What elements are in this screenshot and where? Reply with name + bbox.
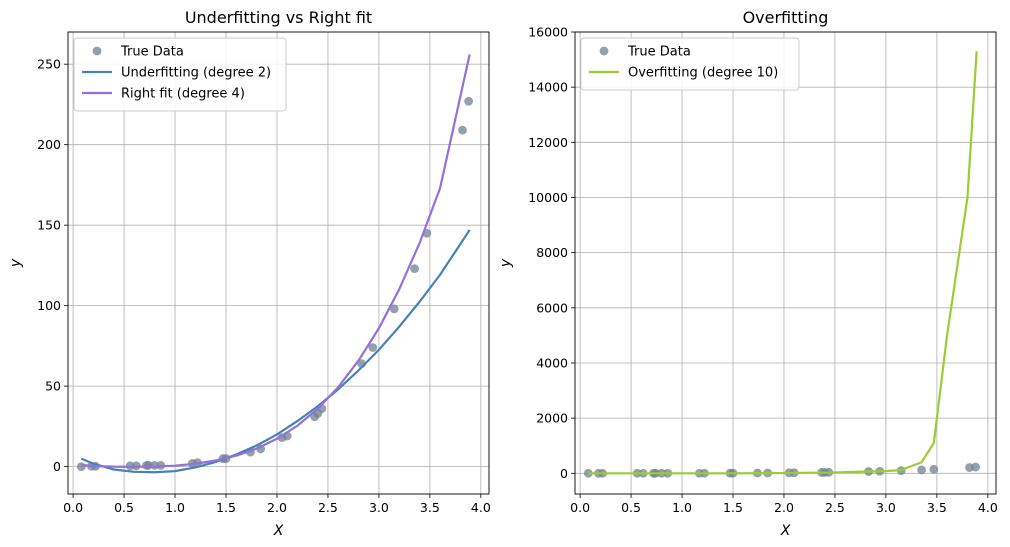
legend-marker-swatch — [599, 46, 609, 56]
x-tick-label: 3.5 — [420, 500, 440, 515]
y-tick-label: 6000 — [536, 300, 568, 315]
series-scatter — [76, 96, 474, 472]
y-tick-label: 250 — [37, 57, 61, 72]
series-line — [80, 229, 471, 474]
y-tick-label: 0 — [53, 459, 61, 474]
grid — [575, 31, 996, 494]
x-tick-label: 1.0 — [672, 500, 692, 515]
x-tick-label: 0.0 — [63, 500, 83, 515]
x-tick-label: 4.0 — [978, 500, 998, 515]
y-tick-label: 200 — [37, 137, 61, 152]
x-tick-label: 3.5 — [927, 500, 947, 515]
legend-box — [73, 37, 287, 112]
x-tick-label: 0.5 — [621, 500, 641, 515]
x-tick-label: 0.5 — [114, 500, 134, 515]
data-point — [464, 96, 474, 106]
legend-marker-swatch — [92, 46, 102, 56]
x-tick-label: 1.5 — [723, 500, 743, 515]
data-point — [458, 125, 467, 135]
series-scatter — [583, 462, 981, 478]
grid — [68, 32, 489, 494]
data-point — [76, 462, 86, 472]
y-tick-label: 100 — [37, 298, 61, 313]
x-tick-label: 2.0 — [267, 500, 287, 515]
legend: True Data Underfitting (degree 2) Right fi… — [73, 37, 287, 112]
series-line — [81, 54, 471, 468]
legend: True Data Overfitting (degree 10) — [580, 37, 800, 91]
y-tick-label: 8000 — [536, 245, 568, 260]
x-tick-label: 1.0 — [165, 500, 185, 515]
x-axis-title: X — [780, 523, 791, 539]
series-line — [81, 54, 471, 468]
y-tick-label: 2000 — [536, 411, 568, 426]
legend-label: Right fit (degree 4) — [121, 87, 245, 102]
legend-label: True Data — [627, 45, 691, 60]
y-tick-label: 16000 — [528, 25, 568, 40]
x-tick-label: 4.0 — [471, 500, 491, 515]
plot-underfitting-vs-right-fit: 0.0 0.5 1.0 1.5 2.0 2.5 3.0 3.5 4.0 0 50 100 150 200 2… — [8, 8, 491, 539]
y-tick-label: 50 — [45, 379, 61, 394]
legend-label: Overfitting (degree 10) — [628, 66, 778, 81]
y-tick-label: 12000 — [528, 135, 568, 150]
x-tick-label: 2.0 — [774, 500, 794, 515]
data-point — [929, 464, 939, 474]
x-tick-label: 3.0 — [369, 500, 389, 515]
data-point — [971, 462, 981, 472]
y-axis-title: y — [498, 258, 514, 268]
x-tick-label: 2.5 — [318, 500, 338, 515]
x-tick-label: 3.0 — [876, 500, 896, 515]
x-axis-title: X — [273, 523, 284, 539]
data-point — [410, 264, 419, 274]
x-tick-label: 2.5 — [825, 500, 845, 515]
legend-label: Underfitting (degree 2) — [121, 66, 271, 81]
data-point — [917, 465, 926, 475]
y-tick-label: 4000 — [536, 355, 568, 370]
data-point — [389, 304, 399, 314]
axes-frame — [67, 31, 490, 495]
series-line — [588, 51, 978, 475]
y-axis-title: y — [8, 258, 24, 268]
x-tick-label: 1.5 — [216, 500, 236, 515]
plot-overfitting: 0.0 0.5 1.0 1.5 2.0 2.5 3.0 3.5 4.0 0 2000 4000 6000… — [498, 8, 998, 539]
chart-title: Underfitting vs Right fit — [185, 8, 372, 27]
y-tick-label: 14000 — [528, 80, 568, 95]
series-line — [588, 51, 978, 475]
y-tick-label: 0 — [560, 466, 568, 481]
chart-title: Overfitting — [743, 8, 829, 27]
legend-label: True Data — [120, 45, 184, 60]
series-line — [80, 229, 471, 474]
x-tick-label: 0.0 — [570, 500, 590, 515]
y-tick-label: 150 — [37, 218, 61, 233]
y-tick-label: 10000 — [528, 190, 568, 205]
data-point — [368, 343, 378, 352]
legend-box — [580, 37, 800, 91]
axes-frame — [574, 31, 997, 495]
